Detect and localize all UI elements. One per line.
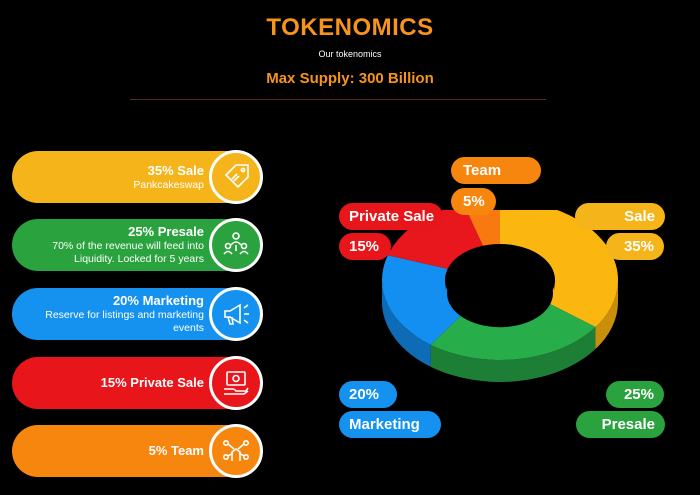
label-marketing-value: 20% <box>339 381 397 408</box>
allocation-sale-description: Pankcakeswap <box>133 178 204 191</box>
donut-slice-team <box>466 210 500 246</box>
donut-slice-marketing <box>382 255 468 345</box>
allocation-sale-heading: 35% Sale <box>147 162 204 178</box>
donut-hole-shadow <box>445 244 555 294</box>
allocation-marketing-heading: 20% Marketing <box>112 293 204 308</box>
label-sale-name: Sale <box>575 203 665 230</box>
donut-side-presale <box>430 327 596 382</box>
allocation-team-heading: 5% Team <box>148 443 204 458</box>
cash-hand-icon <box>209 356 263 410</box>
allocation-presale-description: 70% of the revenue will feed into Liquid… <box>52 240 204 265</box>
label-presale-name: Presale <box>576 411 665 438</box>
page-subtitle: Our tokenomics <box>318 49 382 59</box>
donut-side-marketing <box>382 280 431 367</box>
team-hands-icon <box>209 424 263 478</box>
megaphone-icon <box>209 287 263 341</box>
label-private-sale-name: Private Sale <box>339 203 443 230</box>
allocation-marketing-description: Reserve for listings and marketing event… <box>45 309 204 334</box>
label-private-sale-value: 15% <box>339 233 391 260</box>
allocation-presale-heading: 25% Presale <box>128 224 204 239</box>
tokenomics-donut-chart <box>382 210 618 382</box>
donut-slice-sale <box>500 210 618 328</box>
donut-side-sale <box>595 280 618 350</box>
label-sale-value: 35% <box>606 233 664 260</box>
allocation-private-sale-heading: 15% Private Sale <box>100 375 204 390</box>
label-presale-value: 25% <box>606 381 664 408</box>
donut-slice-private-sale <box>387 210 484 269</box>
label-marketing-name: Marketing <box>339 411 441 438</box>
divider <box>130 99 546 100</box>
label-team-name: Team <box>451 157 541 184</box>
group-people-icon <box>209 218 263 272</box>
label-team-value: 5% <box>451 188 496 215</box>
page-title: TOKENOMICS <box>266 14 434 41</box>
max-supply-text: Max Supply: 300 Billion <box>266 70 434 87</box>
sale-tag-icon <box>209 150 263 204</box>
donut-hole <box>447 259 553 328</box>
